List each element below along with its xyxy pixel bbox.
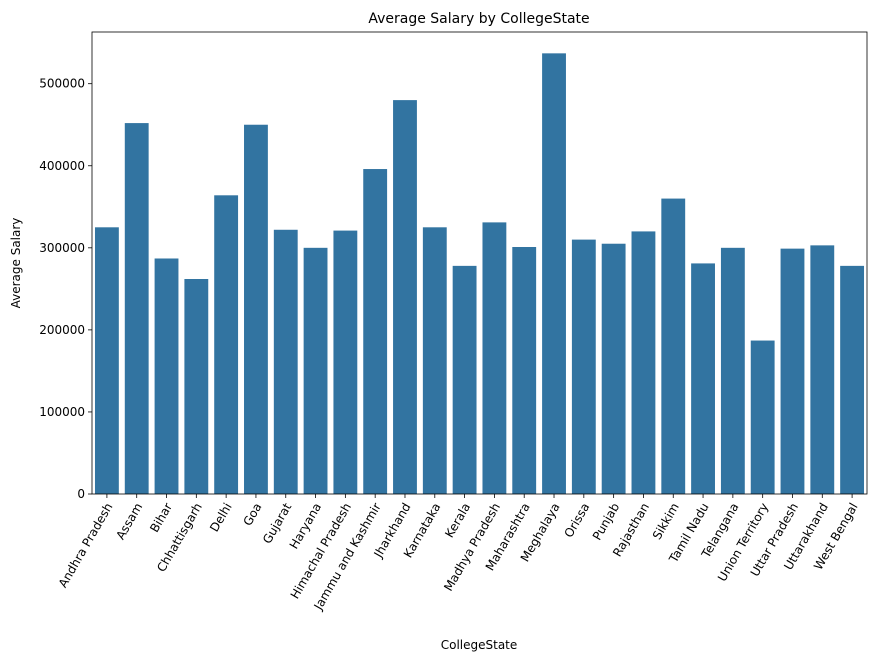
bar <box>780 248 805 494</box>
bar <box>363 169 388 495</box>
bar <box>214 195 239 495</box>
x-axis-label: CollegeState <box>441 638 518 652</box>
bar <box>631 231 656 494</box>
bar <box>571 239 596 494</box>
x-tick-label: Sikkim <box>650 501 682 543</box>
y-tick-label: 400000 <box>39 159 85 173</box>
x-tick-label: Goa <box>240 501 264 529</box>
chart-title: Average Salary by CollegeState <box>368 11 589 27</box>
y-tick-label: 300000 <box>39 241 85 255</box>
bar <box>124 123 149 494</box>
bar <box>691 263 715 494</box>
bar <box>333 230 358 494</box>
bar <box>482 222 507 494</box>
bar <box>393 100 417 495</box>
x-tick-label: Bihar <box>147 500 175 534</box>
bar <box>661 198 686 494</box>
bar <box>422 227 447 495</box>
bar <box>303 247 328 494</box>
bar <box>810 245 835 494</box>
plot-area: 0 100000 200000 300000 400000 500000 Andhra Pr… <box>39 31 868 613</box>
bar <box>244 124 268 494</box>
y-tick-label: 500000 <box>39 77 85 91</box>
x-tick-label: Assam <box>113 501 145 542</box>
bar <box>512 247 537 494</box>
y-tick-label: 0 <box>77 487 85 501</box>
x-tick-label: Andhra Pradesh <box>56 501 116 591</box>
bar <box>452 265 477 494</box>
bar <box>720 247 745 494</box>
bar <box>601 243 626 494</box>
bar <box>542 53 566 495</box>
plot-frame <box>91 31 868 495</box>
x-tick-label: Punjab <box>590 501 622 543</box>
y-axis-label: Average Salary <box>9 218 23 309</box>
x-tick-label: Delhi <box>207 501 235 535</box>
bar <box>184 279 209 494</box>
x-tick-label: Orissa <box>562 501 593 541</box>
bar <box>154 258 179 494</box>
x-tick-label: Kerala <box>442 501 473 541</box>
bar <box>94 227 119 495</box>
y-tick-label: 200000 <box>39 323 85 337</box>
bar <box>750 340 775 494</box>
y-tick-label: 100000 <box>39 405 85 419</box>
bar <box>273 229 298 494</box>
bar <box>840 265 865 494</box>
